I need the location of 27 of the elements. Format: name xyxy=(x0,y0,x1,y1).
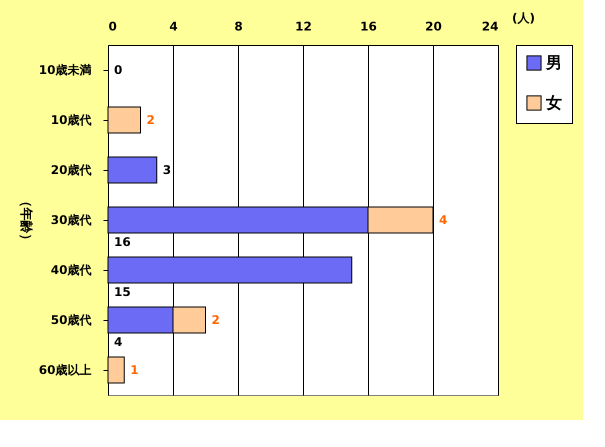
data-label: 2 xyxy=(146,113,155,127)
y-tick-label: 30歳代 xyxy=(50,213,92,227)
x-tick-label: 20 xyxy=(425,20,442,34)
data-label: 16 xyxy=(114,235,131,249)
x-axis-title: (人) xyxy=(512,11,535,25)
x-tick-label: 12 xyxy=(295,20,312,34)
x-tick-label: 8 xyxy=(234,20,243,34)
x-tick-label: 16 xyxy=(360,20,377,34)
data-label: 3 xyxy=(162,163,172,177)
data-label: 1 xyxy=(130,363,139,377)
y-axis-title: （年齢） xyxy=(18,194,33,246)
y-tick-label: 10歳未満 xyxy=(38,63,92,77)
y-tick-label: 40歳代 xyxy=(50,263,92,277)
y-tick-label: 20歳代 xyxy=(50,163,92,177)
x-tick-label: 24 xyxy=(482,20,498,34)
data-label: 15 xyxy=(114,285,131,299)
data-label: 0 xyxy=(114,63,122,77)
data-label: 2 xyxy=(212,313,220,327)
data-label: 4 xyxy=(439,213,448,227)
x-tick-label: 4 xyxy=(169,20,178,34)
y-tick-label: 10歳代 xyxy=(50,113,92,127)
legend-label: 男 xyxy=(545,53,562,72)
x-tick-label: 0 xyxy=(108,20,117,34)
y-tick-label: 50歳代 xyxy=(50,313,92,327)
y-tick-label: 60歳以上 xyxy=(38,363,92,377)
data-label: 4 xyxy=(114,335,122,349)
legend-label: 女 xyxy=(545,93,562,112)
